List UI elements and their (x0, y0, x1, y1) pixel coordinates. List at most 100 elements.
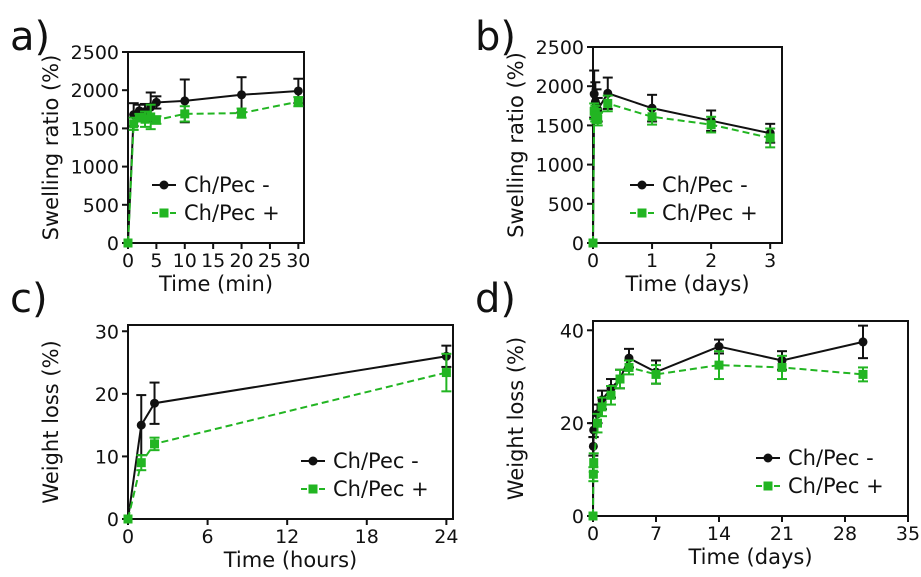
data-point (123, 238, 133, 248)
data-point (123, 514, 133, 524)
y-tick-label: 500 (83, 195, 119, 217)
x-tick-label: 2 (705, 250, 717, 272)
plot-frame (127, 324, 454, 520)
legend-label: Ch/Pec + (662, 201, 758, 225)
x-tick-label: 14 (707, 523, 731, 545)
x-tick-label: 30 (286, 250, 310, 272)
legend-marker (763, 453, 773, 463)
data-point (150, 439, 160, 449)
legend-label: Ch/Pec + (788, 474, 884, 498)
x-tick-label: 12 (275, 526, 299, 548)
y-axis-title: Swelling ratio (%) (39, 55, 63, 241)
legend-marker (637, 208, 647, 218)
panel-letter: c) (10, 276, 48, 322)
y-tick-label: 1500 (536, 115, 584, 137)
data-point (597, 402, 607, 412)
panel-2: c) 0 6 12 18 24 0 10 20 30 Time (hours) Weight loss… (10, 276, 458, 572)
data-point (237, 90, 247, 100)
y-tick-label: 0 (572, 233, 584, 255)
legend-marker (159, 180, 169, 190)
data-point (136, 420, 146, 430)
y-tick-label: 2000 (71, 80, 119, 102)
x-tick-label: 24 (434, 526, 458, 548)
series-0 (123, 344, 452, 524)
data-point (858, 369, 868, 379)
data-point (615, 374, 625, 384)
data-point (706, 120, 716, 130)
series-1 (588, 94, 776, 248)
legend-entry: Ch/Pec - (152, 173, 270, 197)
data-point (624, 362, 634, 372)
data-point (858, 337, 868, 347)
legend-entry: Ch/Pec + (152, 201, 280, 225)
y-tick-label: 1500 (71, 118, 119, 140)
x-tick-label: 21 (770, 523, 794, 545)
panel-letter: d) (475, 276, 516, 322)
y-axis-title: Swelling ratio (%) (504, 52, 528, 238)
data-point (180, 109, 190, 119)
x-tick-label: 35 (896, 523, 920, 545)
x-tick-label: 3 (764, 250, 776, 272)
y-tick-label: 40 (560, 320, 584, 342)
data-point (136, 458, 146, 468)
y-tick-label: 0 (572, 506, 584, 528)
x-axis-title: Time (days) (687, 545, 812, 569)
x-axis-title: Time (hours) (223, 548, 358, 572)
plot-frame (127, 51, 305, 244)
panel-1: b) 0 1 2 3 0 500 1000 1500 2000 2500 Time (days) Swe… (475, 14, 783, 296)
data-point (146, 112, 156, 122)
x-tick-label: 5 (150, 250, 162, 272)
data-point (151, 115, 161, 125)
legend-entry: Ch/Pec + (301, 477, 429, 501)
data-point (441, 368, 451, 378)
x-tick-label: 0 (587, 250, 599, 272)
data-point (603, 98, 613, 108)
legend-label: Ch/Pec - (662, 173, 748, 197)
x-tick-label: 7 (650, 523, 662, 545)
data-point (651, 369, 661, 379)
x-tick-label: 10 (173, 250, 197, 272)
data-point (150, 398, 160, 408)
y-tick-label: 0 (107, 509, 119, 531)
y-tick-label: 20 (560, 413, 584, 435)
data-point (237, 108, 247, 118)
data-point (129, 119, 139, 129)
data-point (588, 238, 598, 248)
legend-entry: Ch/Pec + (630, 201, 758, 225)
series-line (592, 364, 864, 517)
series-1 (588, 350, 868, 521)
legend-label: Ch/Pec - (184, 173, 270, 197)
y-axis-title: Weight loss (%) (504, 337, 528, 500)
data-point (593, 114, 603, 124)
data-point (589, 458, 599, 468)
legend-marker (308, 456, 318, 466)
data-point (647, 112, 657, 122)
series-1 (123, 96, 304, 248)
x-axis-title: Time (days) (624, 272, 749, 296)
series-line (127, 371, 447, 520)
y-tick-label: 2000 (536, 76, 584, 98)
data-point (777, 362, 787, 372)
y-tick-label: 1000 (536, 155, 584, 177)
legend-entry: Ch/Pec - (756, 446, 874, 470)
series-1 (123, 352, 452, 524)
data-point (293, 86, 303, 96)
legend-marker (159, 208, 169, 218)
x-tick-label: 0 (587, 523, 599, 545)
data-point (714, 342, 724, 352)
x-tick-label: 0 (122, 250, 134, 272)
legend-entry: Ch/Pec + (756, 474, 884, 498)
y-tick-label: 1000 (71, 157, 119, 179)
x-tick-label: 6 (202, 526, 214, 548)
y-tick-label: 20 (95, 384, 119, 406)
panel-letter: b) (475, 14, 516, 60)
series-line (127, 355, 447, 520)
x-tick-label: 28 (833, 523, 857, 545)
legend-marker (637, 180, 647, 190)
plot-frame (592, 320, 909, 517)
y-tick-label: 10 (95, 446, 119, 468)
legend-marker (308, 484, 318, 494)
y-tick-label: 2500 (71, 42, 119, 64)
x-tick-label: 1 (646, 250, 658, 272)
